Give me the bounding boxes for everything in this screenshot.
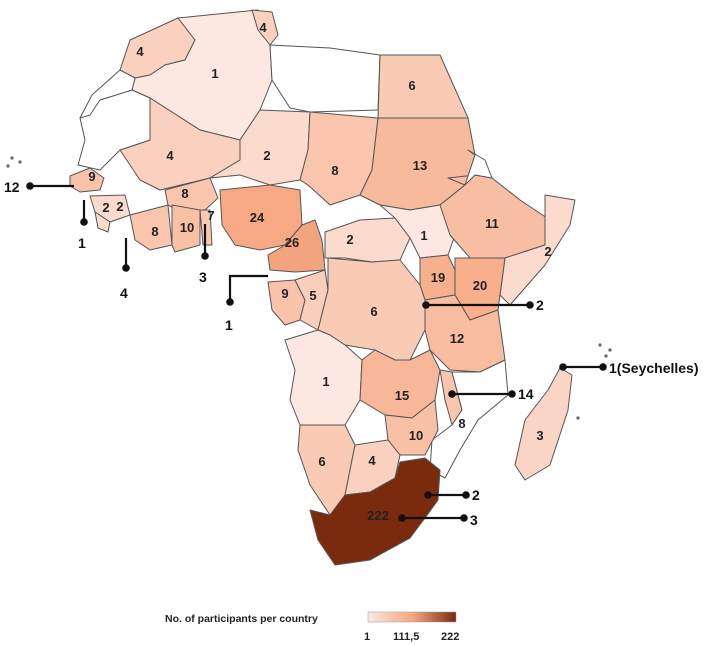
country-value-tanzania: 12 [450, 331, 464, 346]
country-tunisia [251, 9, 279, 46]
callout-dot-eswatini-end [462, 491, 470, 499]
callout-dot-seychelles-end [599, 363, 607, 371]
callout-label-liberia: 4 [120, 285, 128, 301]
callout-label-lesotho: 3 [470, 512, 478, 528]
legend: No. of participants per country 1 111,5 … [165, 611, 459, 643]
country-ghana [171, 204, 201, 253]
callout-label-equatorial-guinea: 1 [225, 317, 233, 333]
country-eritrea [464, 149, 493, 186]
country-sierra-leone [94, 211, 111, 233]
country-value-drc: 6 [370, 304, 377, 319]
legend-tick-min: 1 [364, 631, 370, 643]
country-value-uganda: 19 [431, 270, 445, 285]
callout-dot-seychelles [559, 363, 567, 371]
legend-color-ramp [367, 611, 457, 623]
country-senegal [69, 167, 105, 193]
country-egypt [377, 54, 469, 119]
country-value-senegal: 9 [88, 169, 95, 184]
callout-label-gambia: 12 [4, 179, 20, 195]
country-value-car: 2 [346, 232, 353, 247]
callout-dot-liberia [122, 264, 130, 272]
callout-label-mozambique: 14 [518, 386, 534, 402]
country-value-namibia: 6 [318, 454, 325, 469]
country-value-ethiopia: 11 [485, 216, 499, 231]
callout-dot-gambia [26, 182, 34, 190]
callout-dot-equatorial-guinea [226, 298, 234, 306]
country-value-niger: 2 [263, 148, 270, 163]
country-value-egypt: 6 [408, 78, 415, 93]
legend-title: No. of participants per country [165, 613, 318, 625]
callout-dot-rwanda [422, 301, 430, 309]
country-value-sierra-leone: 2 [116, 199, 123, 214]
country-niger [209, 109, 311, 186]
country-value-nigeria: 24 [250, 210, 265, 225]
country-value-ivory-coast: 8 [151, 224, 158, 239]
callout-dot-guinea-bissau [80, 218, 88, 226]
country-value-chad: 8 [331, 163, 338, 178]
country-value-angola: 1 [322, 374, 329, 389]
island-5 [604, 354, 608, 358]
country-car [324, 217, 411, 263]
callout-label-seychelles: 1(Seychelles) [609, 360, 699, 376]
country-south-africa [309, 457, 441, 566]
island-6 [576, 416, 580, 420]
country-value-south-sudan: 1 [420, 228, 427, 243]
country-value-cameroon: 26 [285, 235, 299, 250]
legend-tick-mid: 111,5 [393, 631, 419, 643]
country-western-sahara [79, 69, 136, 119]
country-value-togo: 7 [207, 208, 214, 223]
country-value-zimbabwe: 10 [409, 428, 423, 443]
country-value-sudan: 13 [413, 158, 427, 173]
callout-label-eswatini: 2 [472, 487, 480, 503]
country-value-south-africa: 222 [367, 508, 389, 523]
countries-layer [6, 9, 612, 566]
country-value-somalia: 2 [544, 244, 551, 259]
country-madagascar [514, 367, 573, 481]
country-value-morocco: 4 [136, 44, 144, 59]
callout-dot-mozambique-end [508, 390, 516, 398]
country-value-malawi: 8 [458, 416, 465, 431]
country-libya [269, 44, 381, 113]
callout-dot-rwanda-end [526, 301, 534, 309]
callout-label-benin: 3 [199, 269, 207, 285]
legend-tick-max: 222 [441, 631, 459, 643]
island-3 [598, 343, 602, 347]
callout-dot-eswatini [424, 491, 432, 499]
callout-line-equatorial-guinea [228, 274, 268, 302]
callout-dot-lesotho-end [460, 514, 468, 522]
callout-dot-lesotho [398, 514, 406, 522]
callout-dot-mozambique [448, 390, 456, 398]
country-value-gabon: 9 [281, 286, 288, 301]
island-0 [10, 156, 14, 160]
country-value-madagascar: 3 [536, 428, 543, 443]
country-value-tunisia: 4 [259, 20, 267, 35]
island-1 [18, 160, 22, 164]
callout-dot-benin [201, 252, 209, 260]
island-2 [6, 164, 10, 168]
island-4 [608, 348, 612, 352]
country-value-guinea: 2 [102, 200, 109, 215]
country-value-burkina-faso: 8 [181, 186, 188, 201]
country-value-kenya: 20 [473, 278, 487, 293]
callout-label-guinea-bissau: 1 [78, 235, 86, 251]
country-value-congo: 5 [309, 288, 316, 303]
country-ivory-coast [129, 204, 173, 251]
callout-label-rwanda: 2 [536, 297, 544, 313]
country-value-ghana: 10 [180, 220, 194, 235]
country-value-algeria: 1 [211, 66, 218, 81]
country-value-botswana: 4 [368, 453, 376, 468]
country-value-mali: 4 [166, 148, 174, 163]
country-value-zambia: 15 [395, 388, 409, 403]
